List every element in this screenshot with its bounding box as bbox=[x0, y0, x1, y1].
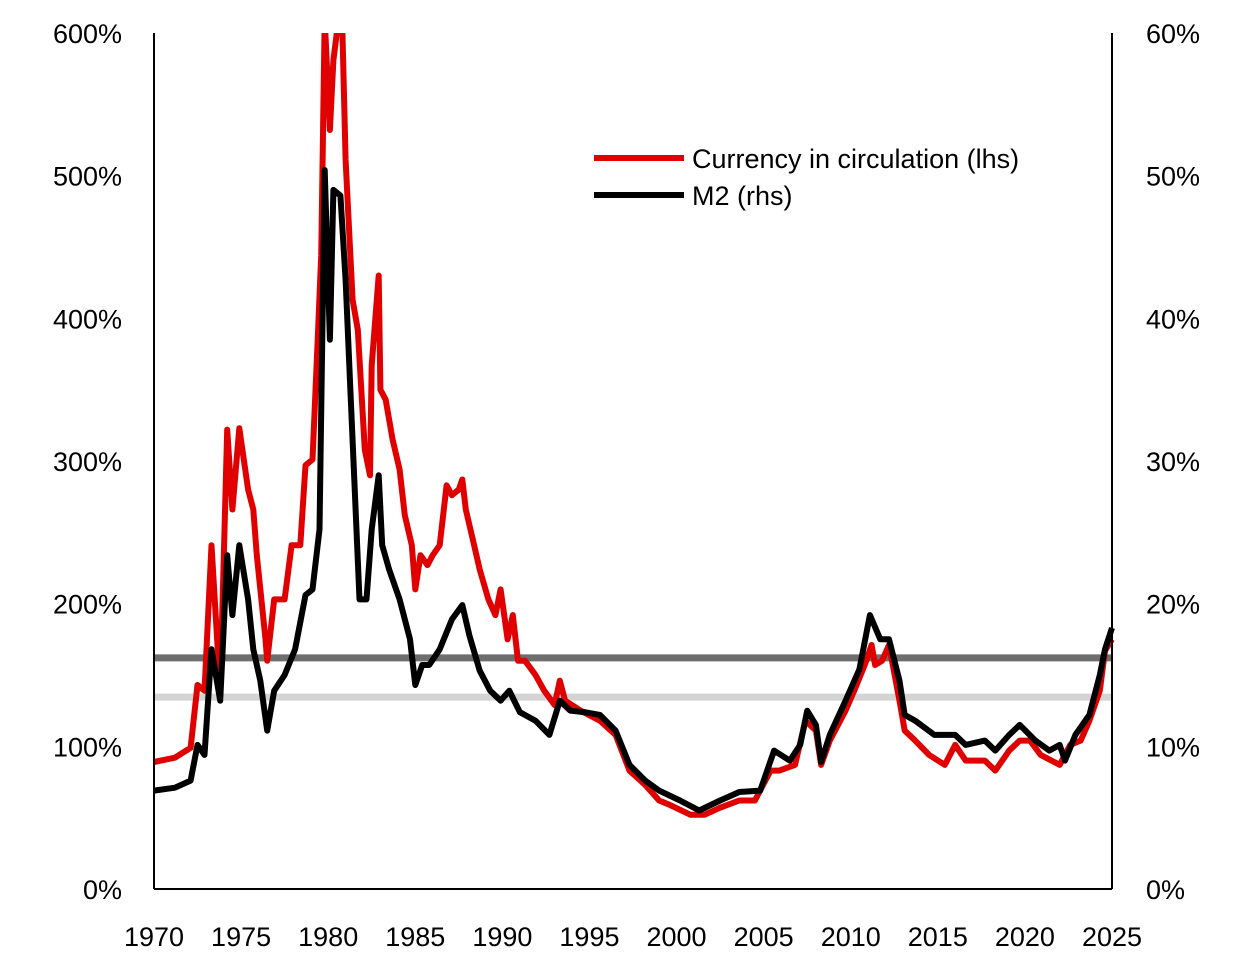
series-group bbox=[153, 33, 1115, 818]
y-right-tick-label: 40% bbox=[1146, 304, 1200, 334]
legend-label-m2: M2 (rhs) bbox=[692, 181, 793, 211]
y-left-tick-label: 400% bbox=[53, 304, 122, 334]
y-right-tick-label: 10% bbox=[1146, 732, 1200, 762]
y-left-tick-label: 600% bbox=[53, 19, 122, 49]
y-right-tick-label: 0% bbox=[1146, 875, 1185, 905]
x-tick-label: 2000 bbox=[647, 922, 707, 952]
y-left-tick-label: 100% bbox=[53, 732, 122, 762]
x-tick-label: 1995 bbox=[559, 922, 619, 952]
y-right-tick-label: 30% bbox=[1146, 447, 1200, 477]
x-tick-label: 1990 bbox=[472, 922, 532, 952]
legend: Currency in circulation (lhs) M2 (rhs) bbox=[594, 144, 1019, 211]
reference-lines bbox=[154, 654, 1112, 701]
x-tick-label: 2025 bbox=[1082, 922, 1142, 952]
legend-label-currency: Currency in circulation (lhs) bbox=[692, 144, 1019, 174]
y-right-tick-label: 50% bbox=[1146, 162, 1200, 192]
x-tick-label: 1985 bbox=[385, 922, 445, 952]
x-tick-label: 2015 bbox=[908, 922, 968, 952]
y-right-tick-label: 20% bbox=[1146, 590, 1200, 620]
x-tick-label: 1975 bbox=[211, 922, 271, 952]
tick-labels: 0% 100% 200% 300% 400% 500% 600% 0% 10% 20% 30% 40%… bbox=[53, 19, 1200, 952]
x-tick-label: 2010 bbox=[821, 922, 881, 952]
y-right-tick-label: 60% bbox=[1146, 19, 1200, 49]
x-tick-label: 2020 bbox=[995, 922, 1055, 952]
x-tick-label: 1980 bbox=[298, 922, 358, 952]
y-left-tick-label: 200% bbox=[53, 590, 122, 620]
series-line-m2 bbox=[153, 167, 1115, 814]
y-left-tick-label: 0% bbox=[83, 875, 122, 905]
y-left-tick-label: 300% bbox=[53, 447, 122, 477]
series-line-currency bbox=[153, 33, 1115, 818]
y-left-tick-label: 500% bbox=[53, 162, 122, 192]
x-tick-label: 1970 bbox=[124, 922, 184, 952]
x-tick-label: 2005 bbox=[734, 922, 794, 952]
